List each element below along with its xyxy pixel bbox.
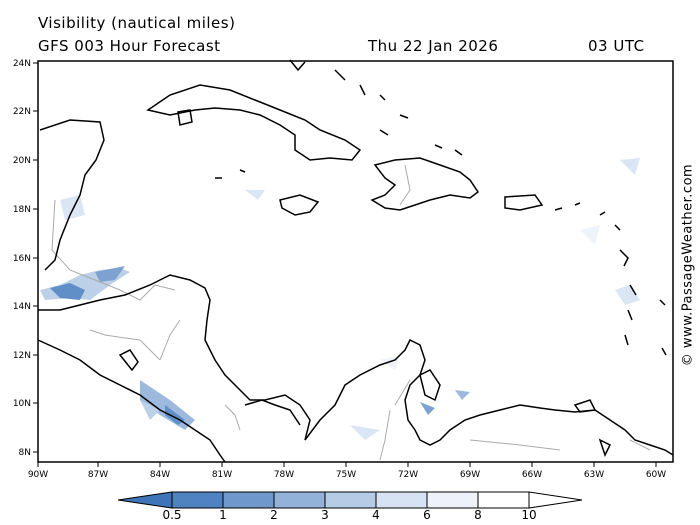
y-tick-label: 20N [13,156,31,166]
x-tick-90W: 90W [28,462,48,480]
y-tick-20N: 20N [13,156,38,166]
colorbar-cell [222,491,275,509]
x-tick-label: 63W [584,470,604,480]
x-tick-label: 90W [28,470,48,480]
x-tick-69W: 69W [460,462,480,480]
x-tick-label: 75W [336,470,356,480]
colorbar-cell [477,491,530,509]
y-tick-label: 18N [13,205,31,215]
colorbar [117,491,583,509]
colorbar-label: 2 [270,508,278,522]
colorbar-label: 0.5 [162,508,182,522]
y-tick-label: 16N [13,254,31,264]
colorbar-cell [273,491,326,509]
x-tick-label: 72W [398,470,418,480]
colorbar-label: 3 [321,508,329,522]
y-tick-label: 22N [13,107,31,117]
visibility-shading [40,158,640,440]
x-tick-75W: 75W [336,462,356,480]
forecast-date: Thu 22 Jan 2026 [368,37,499,55]
y-tick-18N: 18N [13,205,38,215]
y-tick-label: 12N [13,351,31,361]
x-tick-87W: 87W [88,462,108,480]
y-tick-16N: 16N [13,254,38,264]
y-tick-14N: 14N [13,302,38,312]
forecast-time: 03 UTC [588,37,645,55]
y-tick-24N: 24N [13,59,38,69]
x-tick-66W: 66W [522,462,542,480]
y-tick-12N: 12N [13,351,38,361]
x-tick-label: 87W [88,470,108,480]
x-tick-60W: 60W [646,462,666,480]
x-tick-label: 66W [522,470,542,480]
x-tick-label: 78W [274,470,294,480]
colorbar-cell [324,491,377,509]
colorbar-label: 8 [474,508,482,522]
map-frame [37,60,674,463]
colorbar-label: 10 [521,508,537,522]
x-tick-label: 81W [212,470,232,480]
colorbar-label: 1 [219,508,227,522]
x-axis: 90W 87W 84W 81W 78W 75W 72W 69W 66W 63W … [28,462,666,480]
x-tick-72W: 72W [398,462,418,480]
model-label: GFS 003 Hour Forecast [38,37,221,55]
y-tick-label: 8N [19,448,31,458]
y-axis: 24N 22N 20N 18N 16N 14N 12N 10N 8N [13,59,38,458]
coastlines [37,59,674,463]
copyright-text: © www.PassageWeather.com [680,163,696,367]
y-tick-22N: 22N [13,107,38,117]
x-tick-label: 84W [150,470,170,480]
x-tick-63W: 63W [584,462,604,480]
colorbar-cell [375,491,428,509]
x-tick-81W: 81W [212,462,232,480]
colorbar-cell [171,491,224,509]
y-tick-label: 14N [13,302,31,312]
map-title: Visibility (nautical miles) [38,14,236,32]
x-tick-label: 60W [646,470,666,480]
colorbar-cell [117,491,173,509]
y-tick-8N: 8N [19,448,38,458]
y-tick-label: 10N [13,399,31,409]
x-tick-84W: 84W [150,462,170,480]
colorbar-label: 4 [372,508,380,522]
x-tick-label: 69W [460,470,480,480]
country-borders [51,164,651,461]
colorbar-cell [426,491,479,509]
y-tick-10N: 10N [13,399,38,409]
colorbar-cell [528,491,583,509]
x-tick-78W: 78W [274,462,294,480]
colorbar-label: 6 [423,508,431,522]
y-tick-label: 24N [13,59,31,69]
